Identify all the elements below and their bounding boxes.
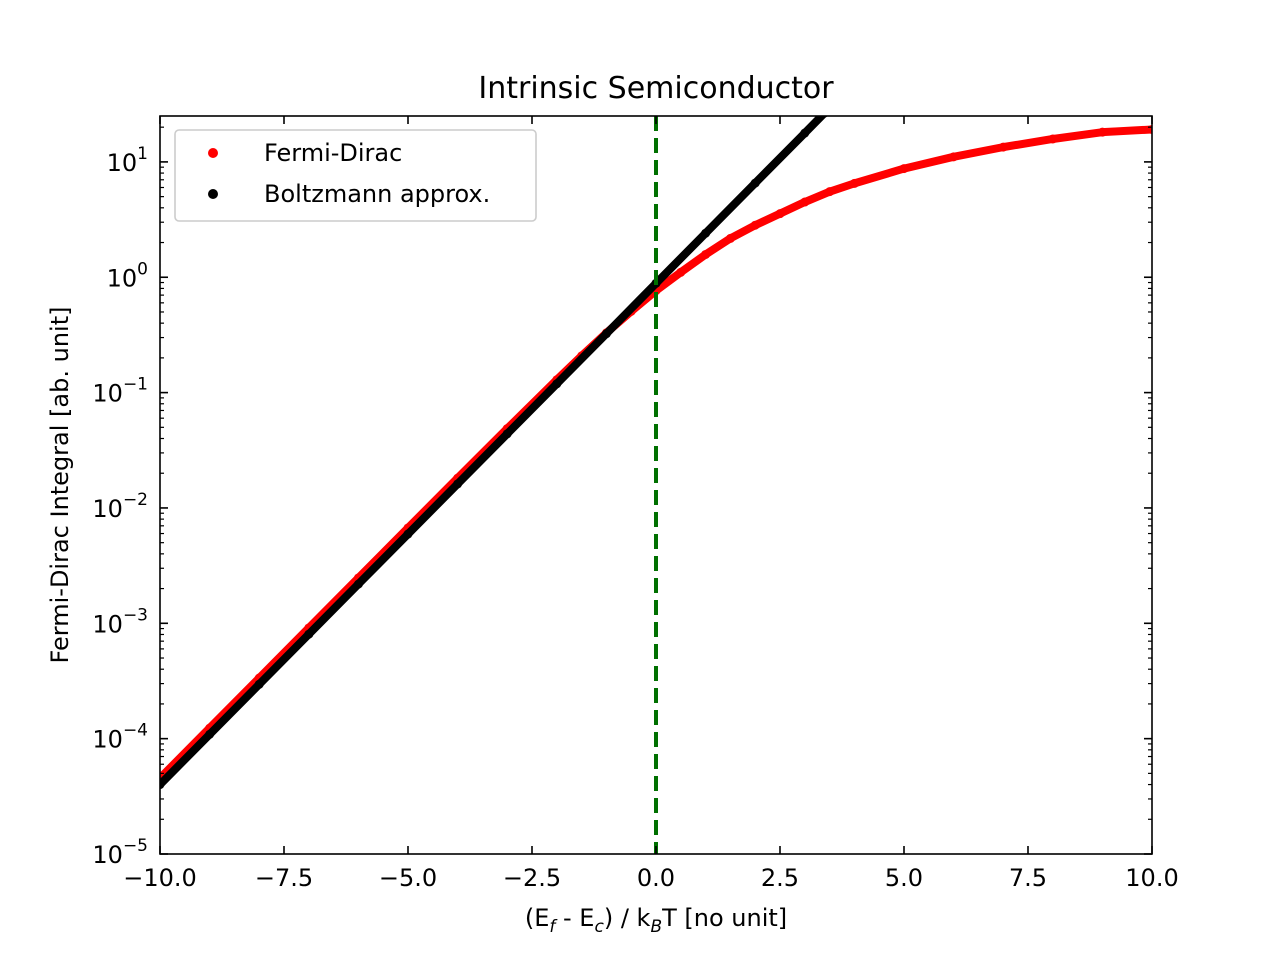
data-point [205,729,215,739]
data-point [825,187,835,197]
legend-marker [208,189,218,199]
data-point [775,209,785,219]
x-tick-label: −2.5 [503,864,561,892]
y-tick-label: 10−5 [92,836,148,869]
y-axis-label: Fermi-Dirac Integral [ab. unit] [46,307,74,664]
y-tick-label: 100 [107,259,148,292]
legend-marker [208,148,218,158]
data-point [750,178,760,188]
data-point [552,379,562,389]
data-point [701,228,711,238]
data-point [949,152,959,162]
data-point [701,249,711,259]
legend-box [174,129,537,222]
legend: Fermi-Dirac Boltzmann approx. [174,129,537,222]
data-point [800,128,810,138]
series-boltzmann-approx [160,116,828,790]
y-tick-label: 10−2 [92,490,148,523]
x-tick-label: 7.5 [1009,864,1047,892]
x-tick-label: −7.5 [255,864,313,892]
data-point [453,479,463,489]
data-point [800,197,810,207]
data-point [403,529,413,539]
data-point [676,267,686,277]
x-tick-label: 0.0 [637,864,675,892]
data-point [998,142,1008,152]
x-axis-label: (Ef - Ec) / kBT [no unit] [525,904,787,937]
data-point [254,679,264,689]
x-tick-label: 10.0 [1125,864,1178,892]
y-tick-label: 10−4 [92,721,148,754]
chart-title: Intrinsic Semiconductor [478,71,834,106]
data-point [601,329,611,339]
data-point [899,164,909,174]
y-tick-label: 10−3 [92,605,148,638]
x-tick-label: 5.0 [885,864,923,892]
data-point [353,579,363,589]
data-point [304,629,314,639]
x-tick-label: −10.0 [123,864,197,892]
data-point [849,178,859,188]
data-point [1097,127,1107,137]
x-tick-label: 2.5 [761,864,799,892]
series-layer [160,116,1152,790]
plot-frame [159,115,1153,855]
legend-label: Fermi-Dirac [264,139,402,167]
legend-label: Boltzmann approx. [264,180,490,208]
data-point [750,220,760,230]
x-tick-label: −5.0 [379,864,437,892]
data-point [1048,134,1058,144]
y-tick-label: 101 [107,144,148,177]
y-tick-label: 10−1 [92,375,148,408]
data-point [725,233,735,243]
ticks-layer: −10.0 −7.5 −5.0 −2.5 0.0 2.5 5.0 7.5 10.0 101 100 1… [92,116,1179,892]
data-point [502,429,512,439]
